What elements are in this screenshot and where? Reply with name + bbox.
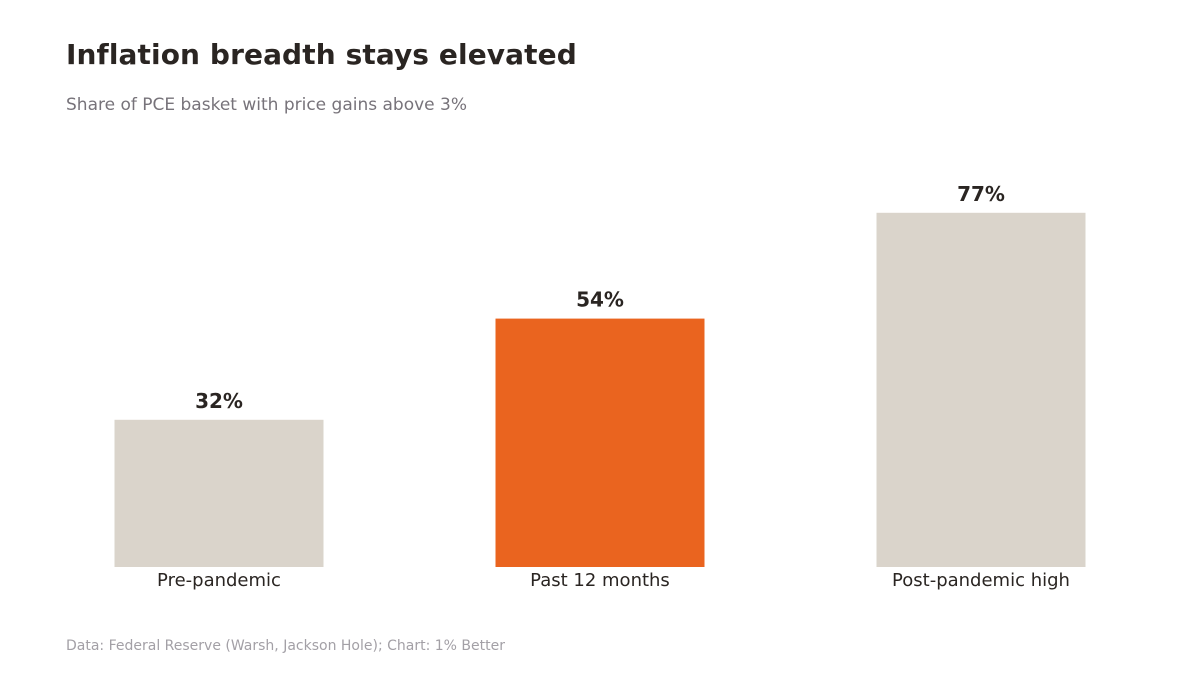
category-label: Past 12 months <box>530 570 670 591</box>
value-label: 32% <box>195 389 243 413</box>
bar-past-12-months <box>495 318 705 567</box>
chart-title: Inflation breadth stays elevated <box>66 38 577 71</box>
value-label: 77% <box>957 182 1005 206</box>
bar-post-pandemic-high <box>876 212 1086 568</box>
value-label: 54% <box>576 288 624 312</box>
chart-subtitle: Share of PCE basket with price gains abo… <box>66 95 468 115</box>
category-label: Post-pandemic high <box>892 570 1070 591</box>
category-label: Pre-pandemic <box>157 570 281 591</box>
bar-pre-pandemic <box>114 419 324 567</box>
chart-source: Data: Federal Reserve (Warsh, Jackson Ho… <box>66 638 505 654</box>
